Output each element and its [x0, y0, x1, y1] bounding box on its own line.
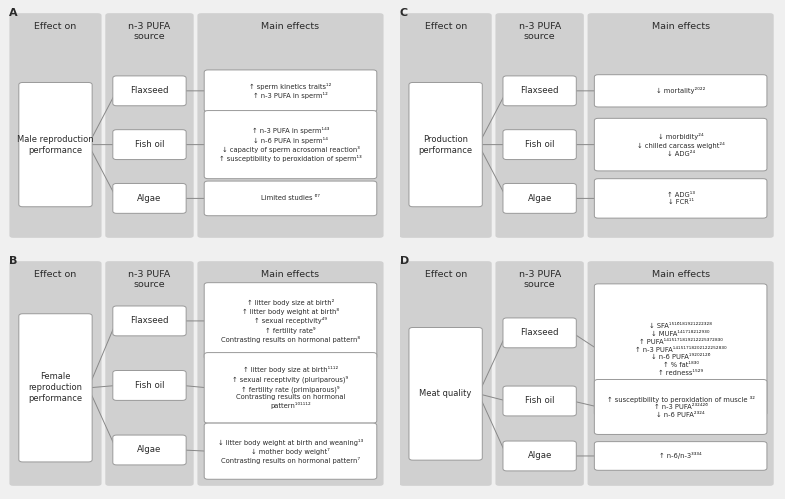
Text: ↓ mortality²⁰²²: ↓ mortality²⁰²² [656, 87, 706, 94]
FancyBboxPatch shape [409, 327, 482, 460]
FancyBboxPatch shape [495, 13, 584, 238]
FancyBboxPatch shape [594, 179, 767, 218]
FancyBboxPatch shape [594, 75, 767, 107]
FancyBboxPatch shape [204, 70, 377, 112]
FancyBboxPatch shape [503, 386, 576, 416]
FancyBboxPatch shape [113, 130, 186, 160]
FancyBboxPatch shape [9, 13, 101, 238]
FancyBboxPatch shape [503, 184, 576, 214]
Text: Fish oil: Fish oil [525, 140, 554, 149]
FancyBboxPatch shape [204, 423, 377, 479]
FancyBboxPatch shape [113, 371, 186, 400]
Text: n-3 PUFA
source: n-3 PUFA source [129, 21, 170, 41]
Text: ↓ morbidity²⁴
↓ chilled carcass weight²⁴
↓ ADG²⁴: ↓ morbidity²⁴ ↓ chilled carcass weight²⁴… [637, 133, 725, 157]
FancyBboxPatch shape [594, 442, 767, 470]
Text: D: D [400, 256, 409, 266]
Text: Flaxseed: Flaxseed [130, 86, 169, 95]
Text: ↑ litter body size at birth¹¹¹²
↑ sexual receptivity (pluriparous)⁹
↑ fertility : ↑ litter body size at birth¹¹¹² ↑ sexual… [232, 366, 349, 409]
FancyBboxPatch shape [113, 435, 186, 465]
FancyBboxPatch shape [204, 181, 377, 216]
Text: ↑ ADG¹³
↓ FCR¹¹: ↑ ADG¹³ ↓ FCR¹¹ [666, 192, 695, 205]
FancyBboxPatch shape [503, 441, 576, 471]
Text: Fish oil: Fish oil [525, 397, 554, 406]
Text: ↑ susceptibility to peroxidation of muscle ³²
↑ n-3 PUFA²³²⁴²⁶
↓ n-6 PUFA²³²⁴: ↑ susceptibility to peroxidation of musc… [607, 396, 754, 418]
FancyBboxPatch shape [495, 261, 584, 486]
Text: Algae: Algae [137, 194, 162, 203]
Text: Effect on: Effect on [35, 21, 77, 30]
Text: Effect on: Effect on [425, 269, 467, 278]
FancyBboxPatch shape [9, 261, 101, 486]
FancyBboxPatch shape [503, 318, 576, 348]
FancyBboxPatch shape [197, 261, 384, 486]
Text: ↑ litter body size at birth²
↑ litter body weight at birth⁸
↑ sexual receptivity: ↑ litter body size at birth² ↑ litter bo… [221, 299, 360, 343]
FancyBboxPatch shape [503, 76, 576, 106]
Text: Male reproduction
performance: Male reproduction performance [17, 135, 93, 155]
FancyBboxPatch shape [503, 130, 576, 160]
Text: ↓ SFA¹⁵¹⁶¹⁸¹⁹²¹²²²³²⁸
↓ MUFA¹⁴¹⁷¹⁸²¹²⁹³⁰
↑ PUFA¹⁴¹⁵¹⁷¹⁸¹⁹²¹²²²⁵³⁷²⁸³⁰
↑ n-3 PUFA: ↓ SFA¹⁵¹⁶¹⁸¹⁹²¹²²²³²⁸ ↓ MUFA¹⁴¹⁷¹⁸²¹²⁹³⁰… [635, 323, 726, 376]
Text: ↑ sperm kinetics traits¹²
↑ n-3 PUFA in sperm¹²: ↑ sperm kinetics traits¹² ↑ n-3 PUFA in … [250, 83, 332, 99]
FancyBboxPatch shape [400, 261, 491, 486]
Text: Fish oil: Fish oil [135, 381, 164, 390]
FancyBboxPatch shape [113, 184, 186, 214]
Text: Main effects: Main effects [652, 21, 710, 30]
Text: Flaxseed: Flaxseed [520, 328, 559, 337]
FancyBboxPatch shape [587, 261, 774, 486]
Text: ↑ n-6/n-3³³³⁴: ↑ n-6/n-3³³³⁴ [659, 453, 702, 460]
Text: Flaxseed: Flaxseed [520, 86, 559, 95]
FancyBboxPatch shape [105, 261, 194, 486]
Text: A: A [9, 8, 18, 18]
Text: ↓ litter body weight at birth and weaning¹³
↓ mother body weight⁷
Contrasting re: ↓ litter body weight at birth and weanin… [218, 439, 363, 464]
Text: Effect on: Effect on [425, 21, 467, 30]
Text: Algae: Algae [137, 446, 162, 455]
FancyBboxPatch shape [594, 379, 767, 435]
Text: n-3 PUFA
source: n-3 PUFA source [129, 269, 170, 289]
Text: Limited studies ⁶⁷: Limited studies ⁶⁷ [261, 196, 320, 202]
FancyBboxPatch shape [113, 306, 186, 336]
Text: C: C [400, 8, 407, 18]
FancyBboxPatch shape [204, 111, 377, 179]
Text: Algae: Algae [528, 452, 552, 461]
Text: B: B [9, 256, 18, 266]
Text: Meat quality: Meat quality [419, 389, 472, 398]
Text: n-3 PUFA
source: n-3 PUFA source [519, 269, 560, 289]
FancyBboxPatch shape [587, 13, 774, 238]
FancyBboxPatch shape [113, 76, 186, 106]
Text: Flaxseed: Flaxseed [130, 316, 169, 325]
FancyBboxPatch shape [19, 82, 92, 207]
FancyBboxPatch shape [204, 353, 377, 423]
Text: Female
reproduction
performance: Female reproduction performance [28, 372, 82, 404]
FancyBboxPatch shape [197, 13, 384, 238]
FancyBboxPatch shape [594, 284, 767, 415]
Text: Main effects: Main effects [652, 269, 710, 278]
FancyBboxPatch shape [19, 314, 92, 462]
Text: Production
performance: Production performance [418, 135, 473, 155]
FancyBboxPatch shape [594, 118, 767, 171]
FancyBboxPatch shape [204, 282, 377, 359]
Text: n-3 PUFA
source: n-3 PUFA source [519, 21, 560, 41]
Text: Effect on: Effect on [35, 269, 77, 278]
FancyBboxPatch shape [409, 82, 482, 207]
Text: Main effects: Main effects [261, 21, 319, 30]
FancyBboxPatch shape [400, 13, 491, 238]
FancyBboxPatch shape [105, 13, 194, 238]
Text: Fish oil: Fish oil [135, 140, 164, 149]
Text: ↑ n-3 PUFA in sperm¹⁴³
↓ n-6 PUFA in sperm¹⁴
↓ capacity of sperm acrosomal react: ↑ n-3 PUFA in sperm¹⁴³ ↓ n-6 PUFA in spe… [219, 127, 362, 162]
Text: Main effects: Main effects [261, 269, 319, 278]
Text: Algae: Algae [528, 194, 552, 203]
